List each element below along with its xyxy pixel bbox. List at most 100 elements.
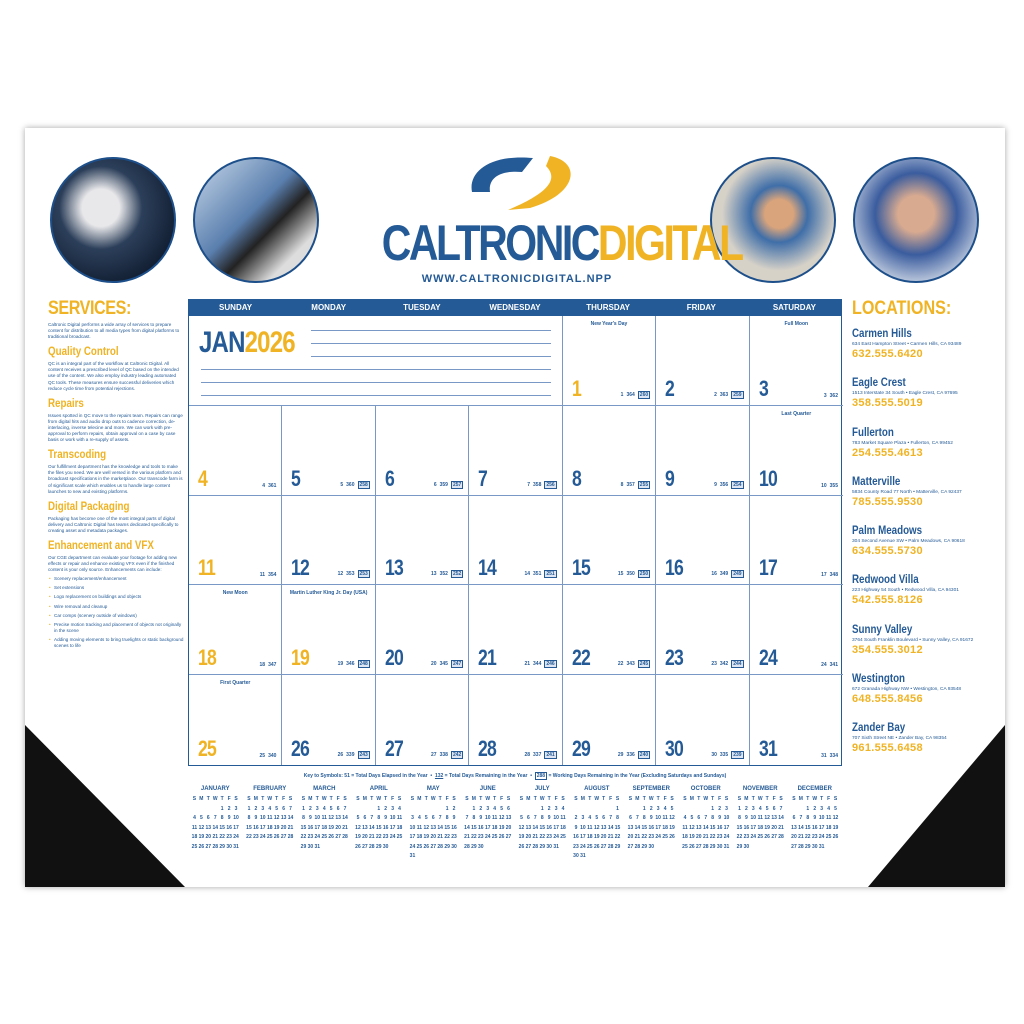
mini-day[interactable]: 11 [321, 815, 327, 821]
day-cell[interactable]: 6 6 359 257 [375, 405, 470, 496]
day-cell[interactable]: 12 12 353 253 [282, 495, 376, 586]
day-cell[interactable]: 9 9 356 254 [656, 405, 750, 496]
mini-day[interactable]: 25 [587, 843, 593, 850]
mini-day[interactable]: 2 [813, 805, 817, 812]
mini-day[interactable]: 21 [212, 834, 219, 840]
mini-day[interactable]: 26 [328, 834, 334, 840]
mini-day[interactable]: 18 [266, 824, 273, 831]
mini-day[interactable]: 10 [233, 815, 239, 821]
mini-day[interactable]: 16 [478, 824, 484, 831]
mini-day[interactable]: 22 [709, 834, 716, 840]
mini-day[interactable]: 28 [212, 843, 219, 850]
mini-day[interactable]: 17 [314, 824, 321, 831]
mini-day[interactable]: 4 [193, 815, 196, 821]
mini-day[interactable]: 26 [423, 843, 430, 850]
mini-day[interactable]: 24 [314, 834, 321, 840]
mini-day[interactable]: 13 [696, 824, 702, 831]
mini-day[interactable]: 30 [573, 853, 579, 859]
mini-day[interactable]: 2 [308, 805, 312, 812]
mini-day[interactable]: 4 [493, 805, 497, 812]
mini-day[interactable]: 31 [409, 853, 416, 859]
mini-day[interactable]: 19 [689, 834, 695, 840]
mini-day[interactable]: 10 [580, 824, 586, 831]
mini-day[interactable]: 1 [472, 805, 476, 812]
mini-day[interactable]: 15 [614, 824, 621, 831]
mini-day[interactable]: 16 [226, 824, 232, 831]
mini-day[interactable]: 31 [314, 843, 321, 850]
mini-day[interactable]: 24 [723, 834, 730, 840]
location-phone[interactable]: 632.555.6420 [852, 348, 923, 360]
mini-day[interactable]: 3 [581, 815, 585, 821]
mini-day[interactable]: 7 [609, 815, 612, 821]
mini-day[interactable]: 5 [834, 805, 837, 812]
mini-day[interactable]: 2 [384, 805, 388, 812]
mini-day[interactable]: 2 [254, 805, 258, 812]
mini-day[interactable]: 26 [273, 834, 280, 840]
mini-day[interactable]: 21 [607, 834, 614, 840]
mini-day[interactable]: 5 [275, 805, 279, 812]
day-cell[interactable]: 16 16 349 249 [656, 495, 750, 586]
mini-day[interactable]: 11 [682, 824, 688, 831]
location-phone[interactable]: 961.555.6458 [852, 742, 923, 755]
mini-day[interactable]: 8 [472, 815, 476, 821]
day-cell[interactable]: 22 22 343 245 [562, 585, 657, 676]
mini-day[interactable]: 29 [539, 843, 546, 850]
mini-day[interactable]: 9 [744, 815, 748, 821]
mini-day[interactable]: 12 [328, 815, 334, 821]
mini-day[interactable]: 5 [765, 805, 769, 812]
mini-day[interactable]: 14 [778, 815, 784, 821]
mini-day[interactable]: 25 [321, 834, 328, 840]
mini-day[interactable]: 4 [827, 805, 830, 812]
mini-day[interactable]: 24 [580, 843, 586, 850]
mini-day[interactable]: 17 [233, 824, 239, 831]
mini-day[interactable]: 21 [287, 824, 294, 831]
mini-day[interactable]: 24 [655, 834, 661, 840]
mini-day[interactable]: 22 [246, 834, 252, 840]
mini-day[interactable]: 9 [384, 815, 388, 821]
mini-day[interactable]: 28 [369, 843, 375, 850]
mini-day[interactable]: 28 [702, 843, 709, 850]
mini-day[interactable]: 10 [723, 815, 730, 821]
mini-day[interactable]: 11 [191, 824, 198, 831]
mini-day[interactable]: 23 [307, 834, 314, 840]
day-cell[interactable]: 24 24 341 [749, 585, 843, 676]
mini-day[interactable]: 26 [832, 834, 839, 840]
mini-day[interactable]: 18 [396, 824, 403, 831]
mini-day[interactable]: 25 [396, 834, 403, 840]
mini-day[interactable]: 20 [771, 824, 777, 831]
mini-day[interactable]: 29 [805, 843, 811, 850]
mini-day[interactable]: 26 [669, 834, 675, 840]
day-cell[interactable]: New Year's Day 1 1 364 260 [562, 316, 657, 406]
brand-url[interactable]: WWW.CALTRONICDIGITAL.NPP [421, 273, 613, 285]
mini-day[interactable]: 12 [689, 824, 695, 831]
mini-day[interactable]: 1 [806, 805, 810, 812]
mini-day[interactable]: 5 [520, 815, 523, 821]
mini-day[interactable]: 2 [452, 805, 456, 812]
day-cell[interactable]: 4 4 361 [189, 405, 283, 496]
mini-day[interactable]: 22 [444, 834, 450, 840]
mini-day[interactable]: 1 [377, 805, 381, 812]
day-cell[interactable]: 14 14 351 251 [469, 495, 563, 586]
mini-day[interactable]: 13 [430, 824, 437, 831]
mini-day[interactable]: 29 [219, 843, 225, 850]
day-cell[interactable]: Full Moon 3 3 362 [749, 316, 843, 406]
mini-day[interactable]: 13 [627, 824, 634, 831]
mini-day[interactable]: 4 [268, 805, 272, 812]
mini-day[interactable]: 25 [491, 834, 498, 840]
mini-day[interactable]: 5 [690, 815, 694, 821]
mini-day[interactable]: 9 [649, 815, 653, 821]
mini-day[interactable]: 15 [805, 824, 811, 831]
day-cell[interactable]: Martin Luther King Jr. Day (USA) 19 19 346 2… [282, 585, 376, 676]
mini-day[interactable]: 28 [532, 843, 539, 850]
mini-day[interactable]: 18 [825, 824, 832, 831]
mini-day[interactable]: 26 [593, 843, 600, 850]
mini-day[interactable]: 22 [736, 834, 743, 840]
mini-day[interactable]: 12 [518, 824, 525, 831]
location-phone[interactable]: 785.555.9530 [852, 495, 923, 508]
mini-day[interactable]: 11 [825, 815, 832, 821]
mini-day[interactable]: 15 [736, 824, 743, 831]
mini-day[interactable]: 7 [635, 815, 639, 821]
mini-day[interactable]: 30 [743, 843, 750, 850]
mini-day[interactable]: 17 [818, 824, 825, 831]
mini-day[interactable]: 29 [471, 843, 477, 850]
